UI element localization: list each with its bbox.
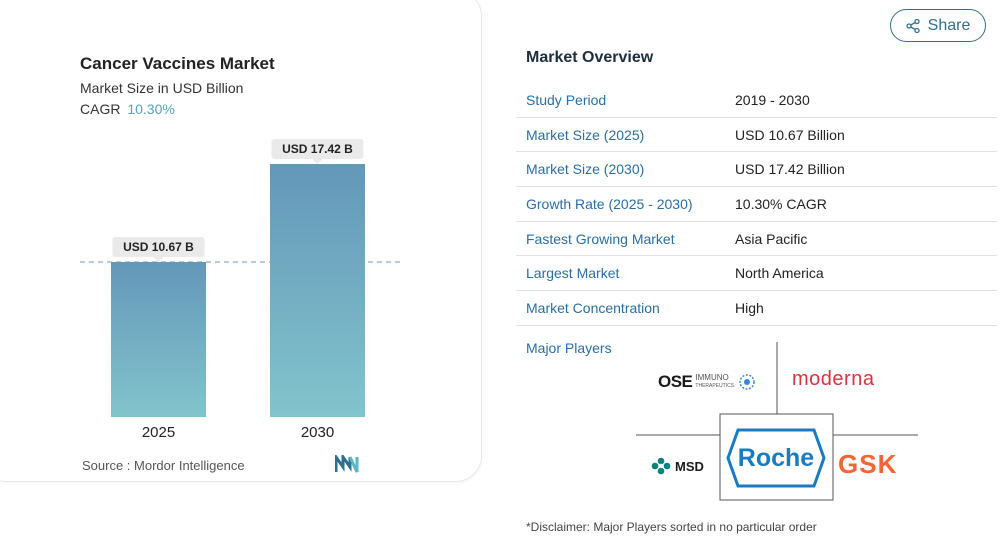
cagr-value: 10.30%: [127, 101, 175, 117]
major-players-logos: OSE IMMUNO THERAPEUTICS moderna Roche MS…: [636, 342, 918, 502]
row-key: Growth Rate (2025 - 2030): [526, 195, 693, 212]
row-value: North America: [735, 265, 824, 282]
share-icon: [905, 18, 920, 33]
overview-row: Fastest Growing Market Asia Pacific: [516, 222, 997, 257]
roche-text: Roche: [737, 443, 815, 472]
gsk-logo: GSK: [838, 449, 897, 480]
msd-emblem-icon: [651, 457, 671, 475]
mordor-logo-icon: [335, 455, 359, 473]
share-button[interactable]: Share: [890, 9, 986, 42]
major-players-label: Major Players: [526, 340, 612, 356]
row-key: Largest Market: [526, 265, 620, 282]
chart-cagr: CAGR 10.30%: [80, 101, 175, 117]
moderna-logo: moderna: [792, 368, 874, 391]
row-key: Market Concentration: [526, 299, 660, 316]
ose-sub1: IMMUNO: [695, 373, 729, 382]
ose-emblem-icon: [739, 374, 755, 390]
gsk-text: GSK: [838, 449, 898, 479]
overview-row: Market Size (2025) USD 10.67 Billion: [516, 118, 997, 153]
cagr-label: CAGR: [80, 101, 121, 117]
share-label: Share: [927, 16, 971, 34]
source-label: Source :: [82, 458, 131, 473]
x-tick-label: 2030: [301, 424, 334, 441]
overview-title: Market Overview: [526, 49, 654, 66]
row-key: Study Period: [526, 91, 607, 108]
row-key: Market Size (2030): [526, 161, 645, 178]
bar-chart: USD 10.67 B 2025 USD 17.42 B 2030: [80, 139, 400, 441]
bar-2025: [111, 262, 206, 417]
logo-grid-lines: [636, 342, 918, 501]
moderna-text: moderna: [792, 368, 875, 390]
data-label: USD 17.42 B: [282, 142, 353, 156]
msd-text: MSD: [675, 458, 704, 474]
chart-source: Source : Mordor Intelligence: [82, 458, 245, 473]
data-label-pointer: [153, 257, 164, 263]
overview-row: Study Period 2019 - 2030: [516, 83, 997, 118]
data-label-bg: [271, 139, 364, 159]
row-value: USD 17.42 Billion: [735, 161, 845, 178]
data-label-bg: [112, 237, 205, 258]
overview-row: Growth Rate (2025 - 2030) 10.30% CAGR: [516, 187, 997, 222]
chart-subtitle: Market Size in USD Billion: [80, 80, 244, 96]
data-label: USD 10.67 B: [123, 240, 194, 254]
data-label-pointer: [312, 159, 323, 164]
row-value: USD 10.67 Billion: [735, 126, 845, 143]
source-value: Mordor Intelligence: [134, 458, 245, 473]
chart-card: [0, 0, 482, 482]
bar-2030: [270, 164, 365, 417]
roche-hexagon-icon: [726, 428, 826, 488]
row-value: High: [735, 299, 764, 316]
overview-row: Market Concentration High: [516, 291, 997, 326]
overview-row: Largest Market North America: [516, 256, 997, 292]
row-key: Market Size (2025): [526, 126, 645, 143]
x-tick-label: 2025: [142, 424, 175, 441]
row-value: Asia Pacific: [735, 230, 808, 247]
disclaimer: *Disclaimer: Major Players sorted in no …: [526, 520, 817, 534]
ose-sub2: THERAPEUTICS: [695, 383, 735, 389]
roche-logo: Roche: [726, 428, 826, 488]
overview-table: Study Period 2019 - 2030 Market Size (202…: [516, 83, 997, 326]
ose-logo: OSE IMMUNO THERAPEUTICS: [658, 372, 757, 392]
msd-logo: MSD: [651, 457, 704, 475]
row-key: Fastest Growing Market: [526, 230, 675, 247]
overview-row: Market Size (2030) USD 17.42 Billion: [516, 152, 997, 188]
ose-main: OSE: [658, 372, 693, 391]
row-value: 2019 - 2030: [735, 91, 810, 108]
row-value: 10.30% CAGR: [735, 195, 827, 212]
chart-title: Cancer Vaccines Market: [80, 54, 275, 73]
